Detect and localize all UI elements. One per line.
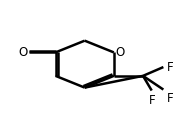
Text: O: O — [116, 46, 125, 59]
Text: F: F — [167, 61, 174, 74]
Text: O: O — [18, 46, 28, 59]
Text: F: F — [167, 92, 174, 106]
Text: F: F — [149, 94, 156, 107]
